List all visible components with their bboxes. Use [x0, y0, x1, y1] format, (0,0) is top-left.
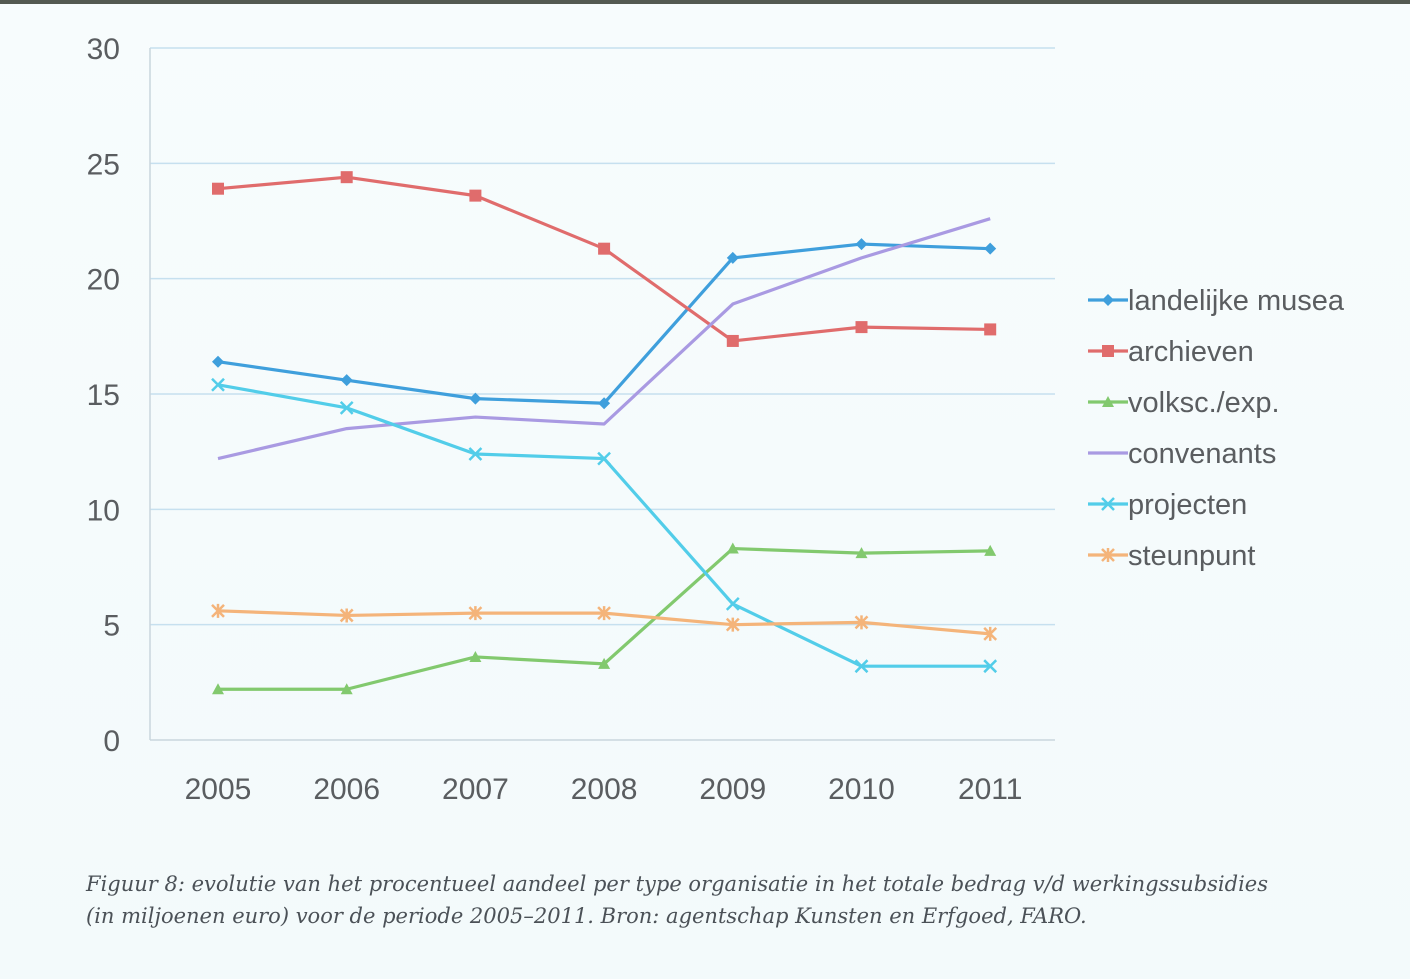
legend-marker-steunpunt: [1101, 548, 1115, 562]
point-steunpunt-2008: [597, 606, 611, 621]
series-line-convenants: [217, 217, 991, 461]
y-tick-label-20: 20: [87, 264, 120, 297]
y-tick-label-15: 15: [87, 379, 120, 412]
y-tick-label-10: 10: [87, 494, 120, 527]
point-landelijke-musea-2008: [598, 397, 611, 410]
point-landelijke-musea-2007: [469, 392, 482, 405]
series-line-landelijke-musea: [217, 242, 991, 405]
x-tick-label-2009: 2009: [699, 773, 766, 806]
y-tick-label-30: 30: [87, 33, 120, 66]
point-steunpunt-2007: [468, 606, 483, 621]
point-archieven-2009: [726, 334, 739, 347]
x-tick-label-2011: 2011: [958, 773, 1023, 806]
point-projecten-2010: [854, 659, 869, 674]
legend-label-projecten: projecten: [1128, 489, 1247, 521]
legend-marker-landelijke-musea: [1102, 294, 1114, 306]
legend-marker-volksc-exp: [1102, 396, 1114, 407]
point-steunpunt-2005: [211, 603, 225, 618]
point-volksc-exp-2007: [469, 650, 482, 662]
point-landelijke-musea-2006: [340, 374, 353, 387]
point-archieven-2010: [855, 321, 868, 334]
point-archieven-2006: [340, 171, 353, 184]
legend-marker-projecten: [1101, 497, 1115, 511]
x-tick-label-2008: 2008: [571, 773, 638, 806]
figure-caption: Figuur 8: evolutie van het procentueel a…: [86, 868, 1386, 932]
legend-label-convenants: convenants: [1128, 438, 1276, 470]
legend-label-volksc-exp: volksc./exp.: [1128, 387, 1280, 419]
y-tick-label-25: 25: [87, 148, 120, 181]
legend-label-steunpunt: steunpunt: [1128, 540, 1255, 572]
point-archieven-2008: [598, 242, 611, 255]
point-volksc-exp-2005: [212, 683, 224, 695]
point-archieven-2011: [984, 323, 997, 336]
top-border: [0, 0, 1410, 4]
line-chart: 0 5 10 15 20 25 30 2005 2006 2007 2008 2009 2010 2011…: [87, 33, 1345, 806]
point-projecten-2011: [983, 659, 998, 674]
point-projecten-2007: [468, 447, 483, 461]
point-volksc-exp-2010: [855, 547, 868, 559]
point-landelijke-musea-2009: [726, 251, 739, 264]
point-projecten-2009: [725, 597, 740, 611]
x-tick-label-2006: 2006: [313, 773, 380, 806]
point-steunpunt-2009: [725, 617, 740, 632]
point-volksc-exp-2011: [984, 544, 997, 556]
caption-line-1: Figuur 8: evolutie van het procentueel a…: [86, 872, 1268, 896]
point-landelijke-musea-2011: [984, 242, 997, 255]
point-archieven-2005: [212, 182, 224, 195]
point-volksc-exp-2006: [340, 683, 353, 695]
x-tick-label-2005: 2005: [185, 773, 252, 806]
point-landelijke-musea-2005: [212, 355, 224, 368]
legend-marker-archieven: [1102, 345, 1114, 357]
y-tick-label-0: 0: [103, 725, 120, 758]
point-volksc-exp-2008: [598, 657, 611, 669]
point-archieven-2007: [469, 189, 482, 202]
series-line-archieven: [217, 175, 991, 343]
point-steunpunt-2010: [854, 615, 869, 630]
point-landelijke-musea-2010: [855, 238, 868, 251]
point-volksc-exp-2009: [726, 542, 739, 554]
point-steunpunt-2006: [339, 608, 354, 623]
x-tick-label-2010: 2010: [828, 773, 895, 806]
y-tick-label-5: 5: [103, 610, 120, 643]
legend-label-landelijke-musea: landelijke musea: [1128, 285, 1345, 317]
point-projecten-2008: [597, 451, 611, 466]
x-tick-label-2007: 2007: [442, 773, 509, 806]
point-projecten-2005: [211, 377, 225, 392]
caption-line-2: (in miljoenen euro) voor de periode 2005…: [86, 904, 1087, 928]
point-steunpunt-2011: [983, 626, 998, 641]
point-projecten-2006: [339, 400, 354, 415]
legend-label-archieven: archieven: [1128, 336, 1254, 368]
